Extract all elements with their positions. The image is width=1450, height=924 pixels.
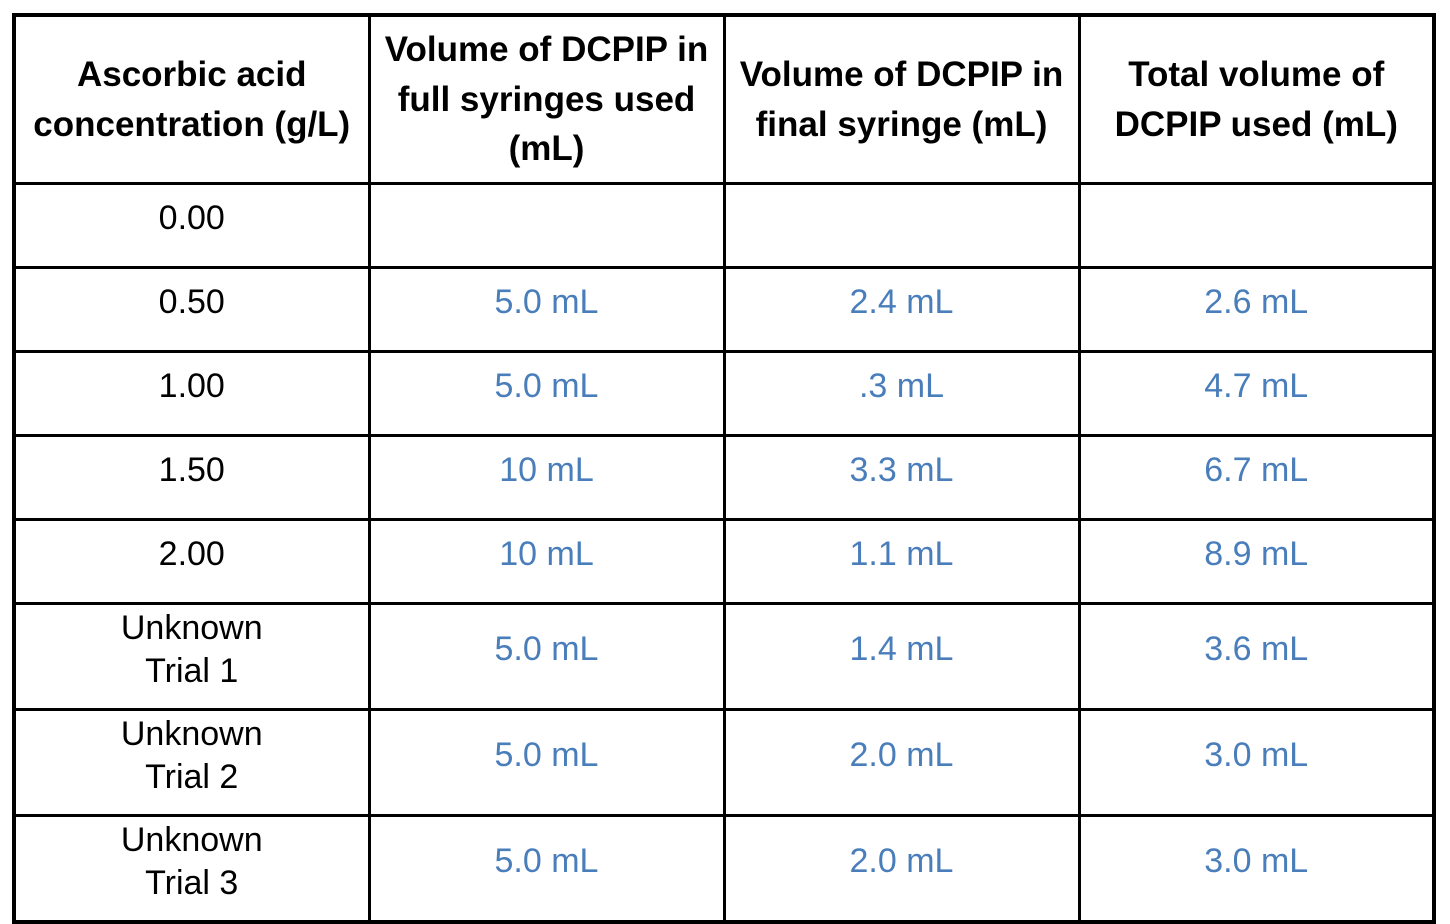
column-header-final-syringe: Volume of DCPIP in final syringe (mL) (722, 13, 1081, 186)
cell-final-syringe: 2.4 mL (722, 266, 1081, 354)
column-header-full-syringes: Volume of DCPIP in full syringes used (m… (367, 13, 726, 186)
cell-concentration: 0.00 (12, 182, 371, 270)
table-row: 1.00 5.0 mL .3 mL 4.7 mL (12, 350, 1436, 438)
cell-final-syringe: 2.0 mL (722, 708, 1081, 818)
table-header: Ascorbic acid concentration (g/L) Volume… (12, 13, 1436, 186)
table-row: 2.00 10 mL 1.1 mL 8.9 mL (12, 518, 1436, 606)
cell-full-syringes: 5.0 mL (367, 814, 726, 924)
cell-concentration: 1.00 (12, 350, 371, 438)
cell-total-volume: 8.9 mL (1077, 518, 1436, 606)
cell-final-syringe: 2.0 mL (722, 814, 1081, 924)
cell-full-syringes: 10 mL (367, 434, 726, 522)
cell-full-syringes: 5.0 mL (367, 350, 726, 438)
cell-full-syringes: 10 mL (367, 518, 726, 606)
cell-total-volume: 3.0 mL (1077, 814, 1436, 924)
column-header-total-volume: Total volume of DCPIP used (mL) (1077, 13, 1436, 186)
cell-total-volume: 6.7 mL (1077, 434, 1436, 522)
cell-final-syringe: 1.4 mL (722, 602, 1081, 712)
cell-concentration: Unknown Trial 3 (12, 814, 371, 924)
column-header-concentration: Ascorbic acid concentration (g/L) (12, 13, 371, 186)
cell-concentration: Unknown Trial 1 (12, 602, 371, 712)
cell-final-syringe: 1.1 mL (722, 518, 1081, 606)
table-row: 0.00 (12, 182, 1436, 270)
cell-full-syringes (367, 182, 726, 270)
table-body: 0.00 0.50 5.0 mL 2.4 mL 2.6 mL 1.00 5.0 … (12, 182, 1436, 924)
cell-final-syringe: .3 mL (722, 350, 1081, 438)
cell-concentration: 0.50 (12, 266, 371, 354)
cell-full-syringes: 5.0 mL (367, 602, 726, 712)
dcpip-results-table: Ascorbic acid concentration (g/L) Volume… (12, 13, 1436, 924)
table-row: Unknown Trial 3 5.0 mL 2.0 mL 3.0 mL (12, 814, 1436, 924)
cell-final-syringe: 3.3 mL (722, 434, 1081, 522)
cell-final-syringe (722, 182, 1081, 270)
cell-total-volume: 3.0 mL (1077, 708, 1436, 818)
cell-full-syringes: 5.0 mL (367, 708, 726, 818)
cell-full-syringes: 5.0 mL (367, 266, 726, 354)
cell-concentration: 2.00 (12, 518, 371, 606)
cell-concentration: Unknown Trial 2 (12, 708, 371, 818)
table-row: 1.50 10 mL 3.3 mL 6.7 mL (12, 434, 1436, 522)
cell-concentration: 1.50 (12, 434, 371, 522)
table-row: Unknown Trial 1 5.0 mL 1.4 mL 3.6 mL (12, 602, 1436, 712)
cell-total-volume: 3.6 mL (1077, 602, 1436, 712)
cell-total-volume: 4.7 mL (1077, 350, 1436, 438)
table-row: Unknown Trial 2 5.0 mL 2.0 mL 3.0 mL (12, 708, 1436, 818)
header-row: Ascorbic acid concentration (g/L) Volume… (12, 13, 1436, 186)
cell-total-volume: 2.6 mL (1077, 266, 1436, 354)
cell-total-volume (1077, 182, 1436, 270)
table-row: 0.50 5.0 mL 2.4 mL 2.6 mL (12, 266, 1436, 354)
